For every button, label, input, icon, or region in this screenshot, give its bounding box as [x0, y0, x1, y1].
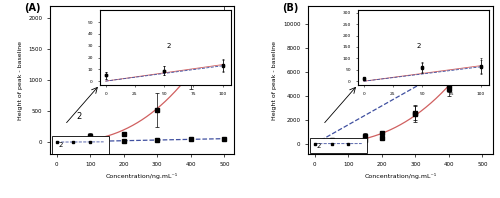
X-axis label: Concentration/ng.mL⁻¹: Concentration/ng.mL⁻¹ [106, 173, 178, 179]
Text: 2: 2 [316, 143, 321, 149]
Bar [310, 138, 367, 153]
Text: 2: 2 [334, 142, 340, 151]
Y-axis label: Height of peak - baseline: Height of peak - baseline [18, 41, 23, 120]
X-axis label: Concentration/ng.mL⁻¹: Concentration/ng.mL⁻¹ [364, 173, 436, 179]
Text: 2: 2 [58, 142, 63, 148]
Text: 1: 1 [187, 60, 192, 69]
Text: 2: 2 [76, 111, 82, 121]
Bar [52, 136, 108, 153]
Text: 1: 1 [445, 74, 450, 83]
Text: (A): (A) [24, 3, 40, 13]
Text: (B): (B) [282, 3, 298, 13]
Y-axis label: Height of peak - baseline: Height of peak - baseline [272, 41, 278, 120]
